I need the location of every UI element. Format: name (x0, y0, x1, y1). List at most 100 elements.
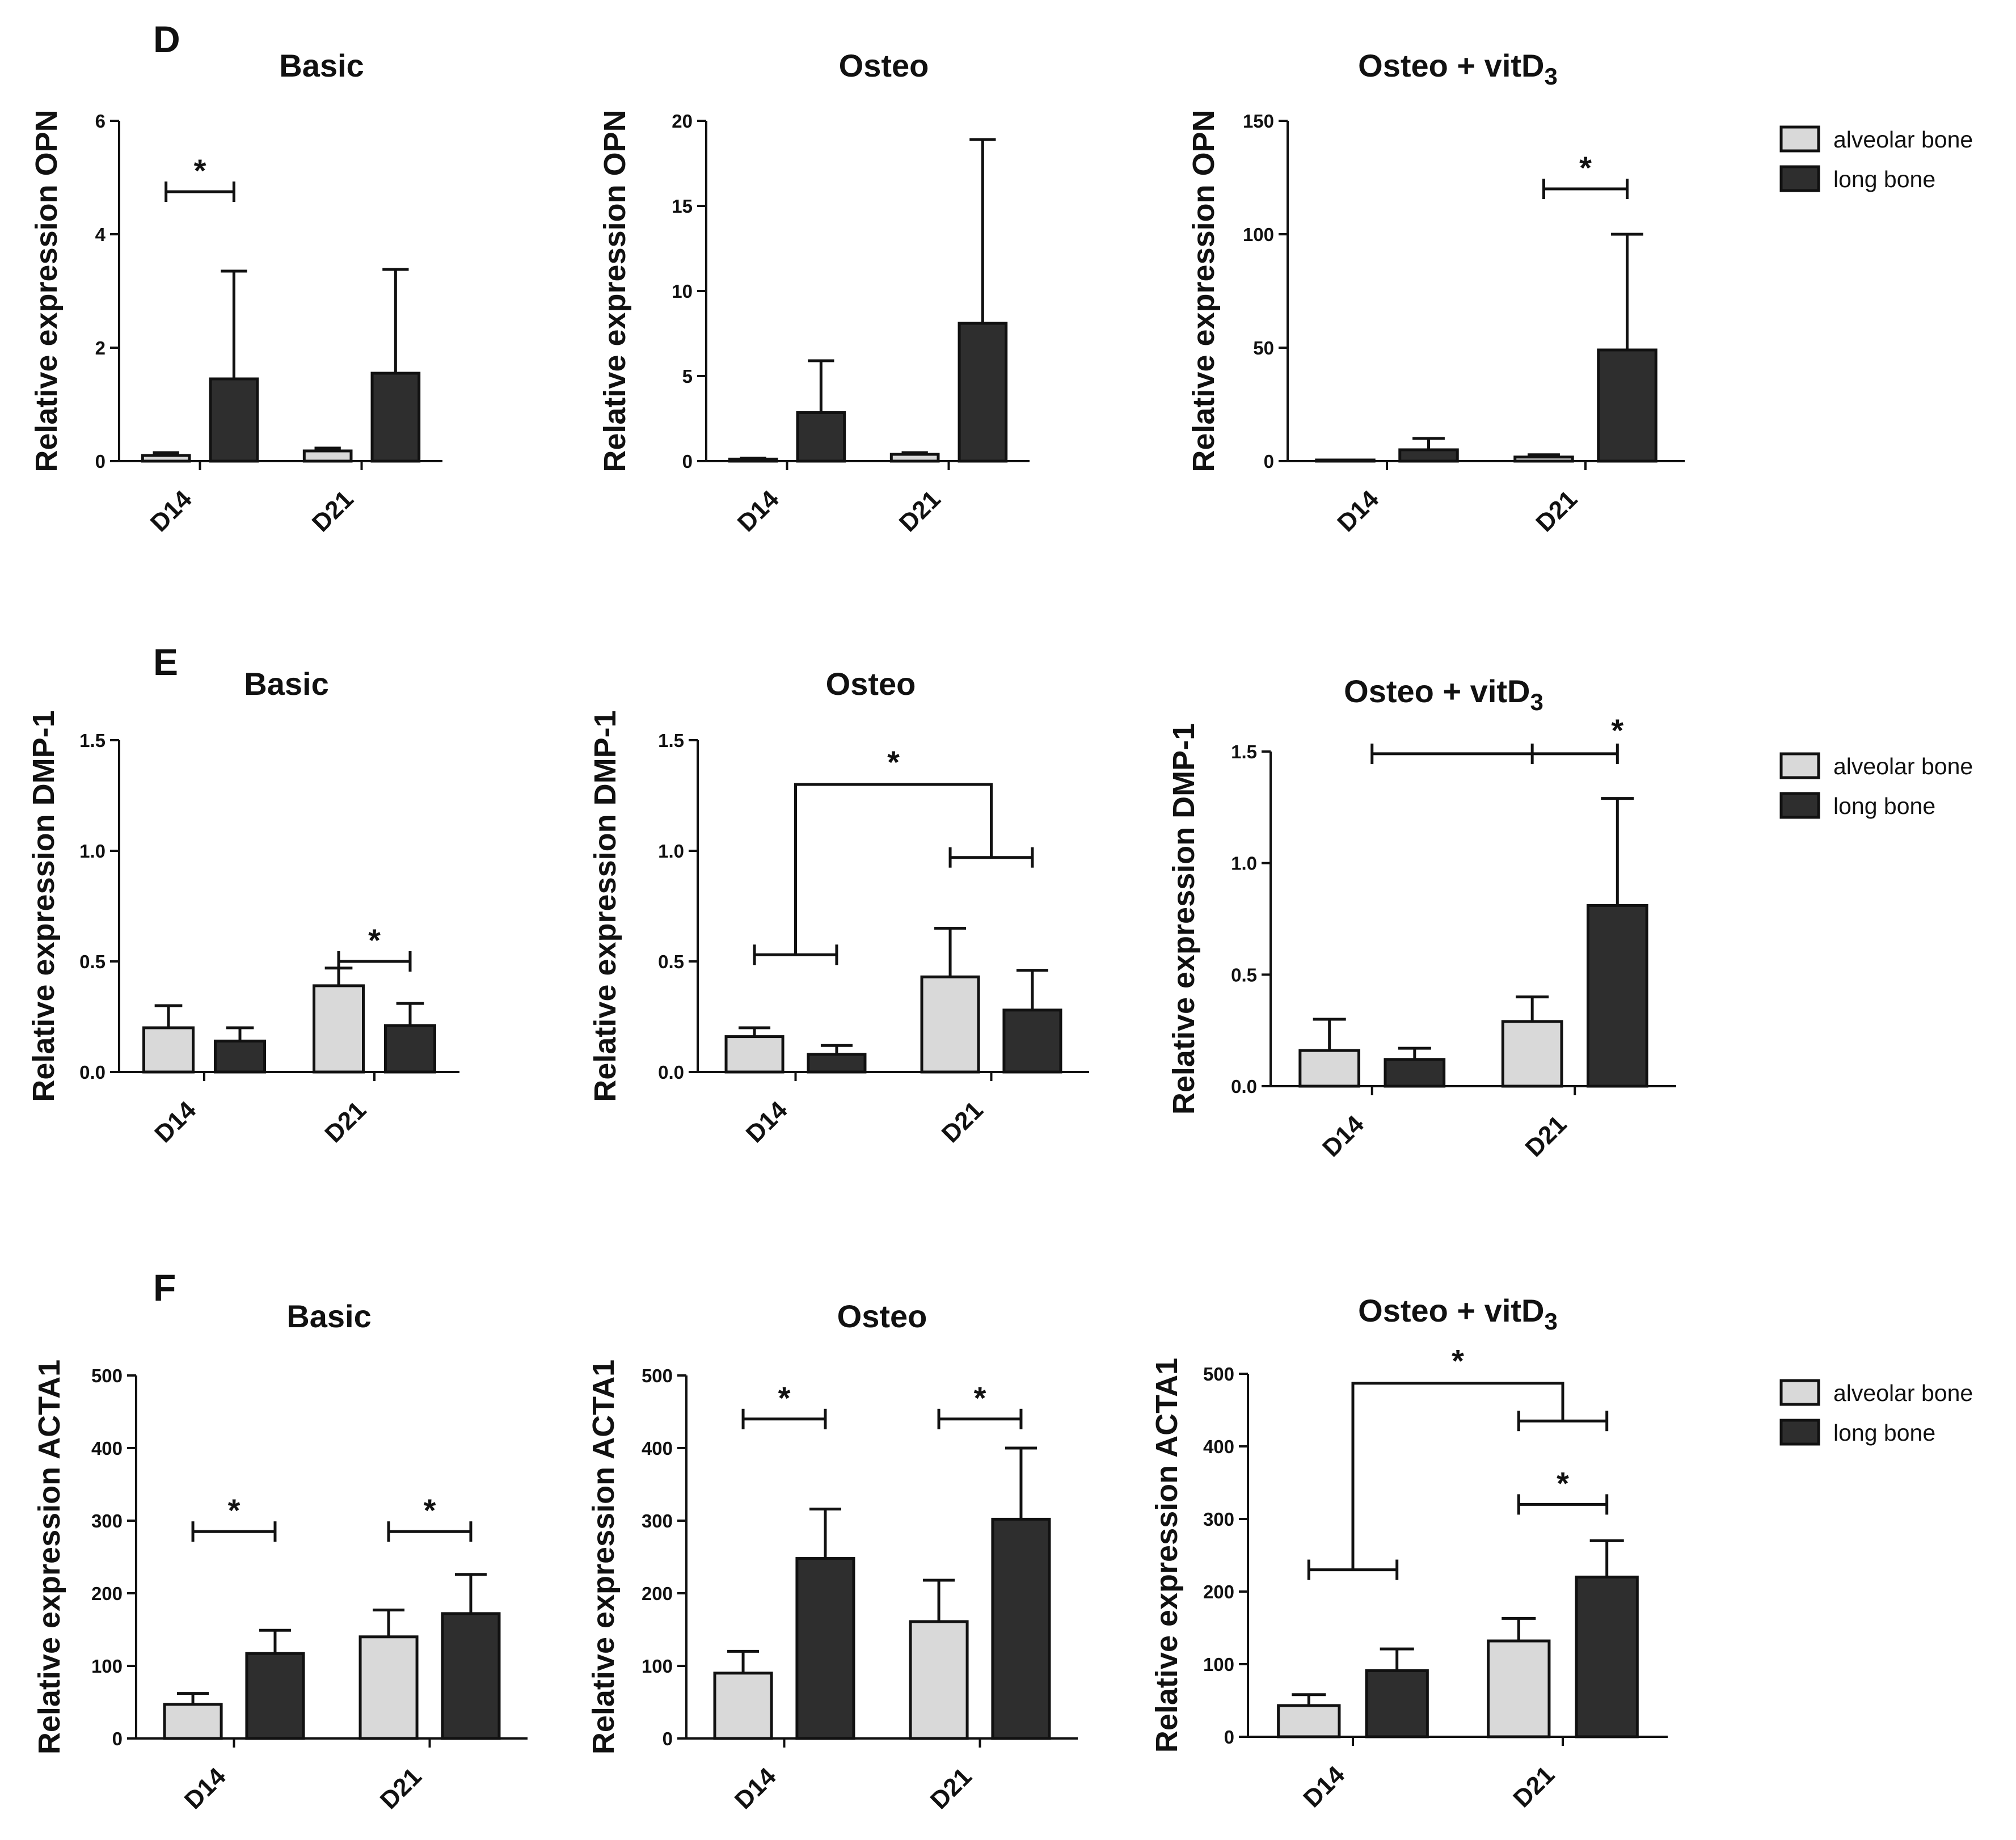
panel-letter: D (153, 18, 180, 60)
chart-title-main: Osteo (839, 48, 929, 83)
legend-swatch-alveolar (1779, 1379, 1820, 1406)
y-axis-label: Relative expression DMP-1 (27, 710, 61, 1102)
chart-title-main: Osteo + vitD (1358, 1293, 1544, 1328)
chart-title-main: Osteo + vitD (1344, 673, 1530, 709)
long-bar (209, 377, 259, 463)
legend-swatch-long (1779, 1419, 1820, 1446)
x-tick-label: D21 (375, 1762, 427, 1814)
x-tick-label: D14 (1332, 485, 1384, 537)
y-tick-label: 400 (91, 1438, 123, 1459)
alveolar-bar (142, 1026, 195, 1074)
alveolar-bar (313, 984, 365, 1074)
alveolar-bar (1298, 1049, 1361, 1088)
long-bar (370, 372, 421, 463)
alveolar-bar (163, 1703, 223, 1740)
chart-f-1: Basic Relative expression ACTA1 0 100 200 300… (32, 1298, 528, 1814)
long-bar (1586, 904, 1648, 1088)
panel-letter: F (153, 1267, 176, 1309)
x-tick-label: D14 (741, 1096, 793, 1148)
long-bar (245, 1652, 305, 1740)
alveolar-bar (141, 454, 191, 463)
long-bar (796, 411, 846, 463)
legend-label-long: long bone (1833, 166, 1935, 192)
x-tick-label: D14 (1298, 1761, 1350, 1813)
significance-star: * (778, 1380, 791, 1416)
chart-title: Basic (279, 48, 364, 83)
chart-f-3: Osteo + vitD3 Relative expression ACTA1 0 1… (1150, 1293, 1668, 1813)
alveolar-bar (728, 457, 778, 463)
y-tick-label: 0.0 (79, 1062, 106, 1083)
legend: alveolar bone long bone (1779, 125, 1973, 192)
significance-star: * (1452, 1343, 1464, 1379)
significance-bracket-connector (794, 783, 993, 955)
legend-label-long: long bone (1833, 793, 1935, 819)
chart-title: Osteo + vitD3 (1344, 673, 1543, 715)
y-tick-label: 1.5 (79, 730, 106, 751)
long-bar (807, 1053, 867, 1074)
significance-star: * (368, 922, 381, 958)
x-tick-label: D14 (1317, 1110, 1369, 1162)
x-tick-label: D21 (1530, 485, 1583, 537)
x-tick-label: D21 (1520, 1110, 1572, 1162)
chart-d-2: Osteo Relative expression OPN 0 5 10 15 20 D14 D… (598, 48, 1030, 537)
chart-title-main: Osteo (826, 666, 916, 702)
legend-swatch-long (1779, 792, 1820, 819)
chart-title: Osteo (839, 48, 929, 83)
alveolar-bar (1277, 1704, 1341, 1738)
significance-star: * (1579, 150, 1592, 185)
chart-title: Osteo (837, 1298, 927, 1334)
y-tick-label: 500 (642, 1365, 673, 1386)
y-tick-label: 100 (1203, 1654, 1234, 1675)
y-tick-label: 0.5 (1231, 964, 1257, 985)
y-tick-label: 0 (1224, 1727, 1234, 1748)
significance-star: * (1557, 1465, 1569, 1501)
y-axis-label: Relative expression ACTA1 (1150, 1358, 1184, 1753)
long-bar (1365, 1669, 1429, 1738)
alveolar-bar (1501, 1020, 1563, 1088)
alveolar-bar (724, 1035, 785, 1074)
alveolar-bar (302, 449, 353, 463)
y-tick-label: 2 (95, 337, 106, 358)
y-tick-label: 0.5 (658, 951, 684, 972)
y-axis-label: Relative expression DMP-1 (1167, 723, 1201, 1115)
x-tick-label: D14 (732, 485, 785, 537)
y-tick-label: 4 (95, 224, 106, 245)
y-tick-label: 0 (95, 451, 106, 472)
y-tick-label: 1.5 (1231, 741, 1257, 762)
long-bar (1597, 348, 1657, 463)
panel-d: D Basic Relative expression OPN 0 2 4 6 D14 D21 *… (29, 18, 1973, 537)
significance-star: * (424, 1492, 436, 1528)
chart-d-1: Basic Relative expression OPN 0 2 4 6 D14 D21 * (29, 48, 442, 537)
y-tick-label: 100 (1243, 224, 1274, 245)
y-tick-label: 1.0 (658, 841, 684, 862)
x-tick-label: D14 (149, 1096, 201, 1148)
significance-star: * (974, 1380, 986, 1416)
y-tick-label: 15 (672, 196, 693, 217)
y-tick-label: 0.0 (658, 1062, 684, 1083)
y-tick-label: 50 (1253, 337, 1274, 358)
significance-star: * (1611, 712, 1623, 748)
chart-title-main: Osteo (837, 1298, 927, 1334)
chart-title-subscript: 3 (1530, 689, 1543, 715)
x-tick-label: D21 (925, 1762, 977, 1814)
chart-title: Basic (286, 1298, 371, 1334)
alveolar-bar (713, 1672, 773, 1740)
y-tick-label: 0.5 (79, 951, 106, 972)
chart-title: Osteo + vitD3 (1358, 48, 1558, 90)
y-axis-label: Relative expression ACTA1 (32, 1360, 66, 1754)
x-tick-label: D21 (894, 485, 946, 537)
long-bar (991, 1517, 1051, 1740)
y-tick-label: 400 (642, 1438, 673, 1459)
y-axis-label: Relative expression DMP-1 (588, 710, 622, 1102)
x-tick-label: D14 (145, 485, 197, 537)
significance-star: * (887, 744, 900, 780)
chart-e-2: Osteo Relative expression DMP-1 0.0 0.5 1.0 1… (588, 666, 1089, 1148)
alveolar-bar (1315, 458, 1376, 463)
chart-e-3: Osteo + vitD3 Relative expression DMP-1 0.… (1167, 673, 1676, 1162)
y-tick-label: 200 (1203, 1581, 1234, 1602)
chart-title-subscript: 3 (1544, 1308, 1557, 1335)
y-tick-label: 400 (1203, 1436, 1234, 1457)
